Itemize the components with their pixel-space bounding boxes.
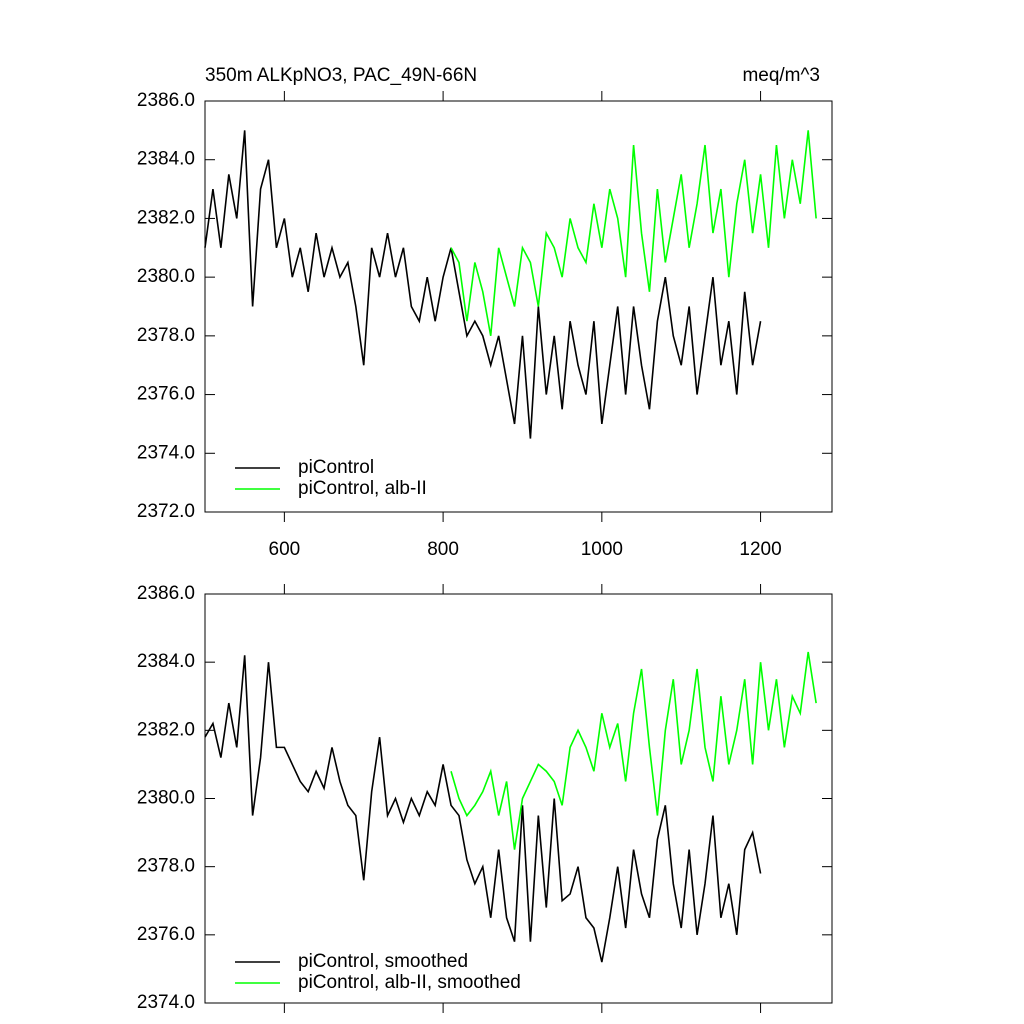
data-line (204, 130, 762, 439)
y-tick-label: 2382.0 (137, 207, 195, 228)
chart-title: 350m ALKpNO3, PAC_49N-66N (205, 65, 477, 86)
y-tick-label: 2380.0 (137, 788, 195, 809)
x-tick-label: 800 (427, 539, 459, 560)
y-tick-label: 2380.0 (137, 266, 195, 287)
y-tick-label: 2386.0 (137, 90, 195, 111)
legend-label: piControl, smoothed (298, 951, 468, 972)
legend-label: piControl, alb-II (298, 478, 427, 499)
data-line (450, 651, 817, 850)
y-tick-label: 2378.0 (137, 856, 195, 877)
y-tick-label: 2384.0 (137, 651, 195, 672)
y-tick-label: 2382.0 (137, 719, 195, 740)
y-tick-label: 2386.0 (137, 583, 195, 604)
y-tick-label: 2376.0 (137, 924, 195, 945)
units-label: meq/m^3 (742, 65, 820, 86)
x-tick-label: 1000 (581, 539, 623, 560)
y-tick-label: 2374.0 (137, 992, 195, 1013)
y-tick-label: 2378.0 (137, 325, 195, 346)
y-tick-label: 2372.0 (137, 501, 195, 522)
plot-frame (204, 100, 833, 513)
y-tick-label: 2374.0 (137, 442, 195, 463)
x-tick-label: 600 (269, 539, 301, 560)
legend-label: piControl (298, 457, 374, 478)
y-tick-label: 2376.0 (137, 384, 195, 405)
data-line (204, 655, 762, 963)
x-tick-label: 1200 (739, 539, 781, 560)
plot-frame (204, 593, 833, 1004)
data-line (450, 130, 817, 337)
y-tick-label: 2384.0 (137, 149, 195, 170)
legend-label: piControl, alb-II, smoothed (298, 972, 521, 993)
